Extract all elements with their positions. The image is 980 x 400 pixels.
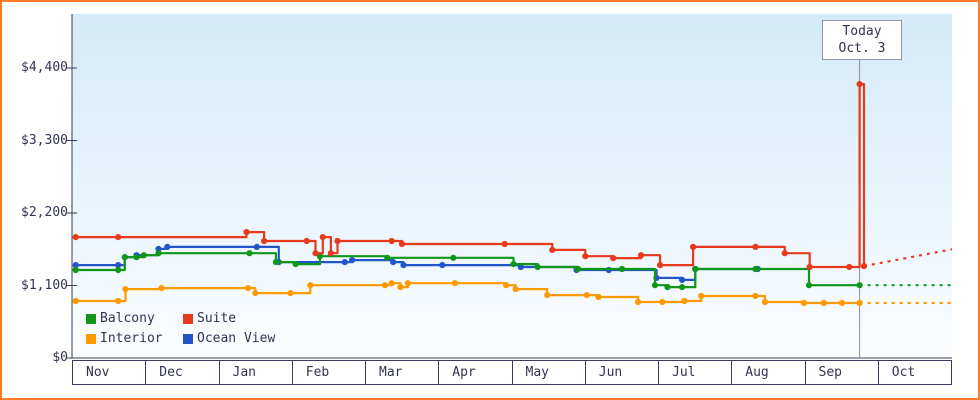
y-axis-label-0: $0 bbox=[52, 350, 68, 365]
month-cell-sep: Sep bbox=[804, 361, 878, 384]
today-annotation-line2: Oct. 3 bbox=[838, 41, 886, 56]
month-cell-jan: Jan bbox=[218, 361, 292, 384]
month-cell-nov: Nov bbox=[86, 365, 110, 380]
legend-label-balcony: Balcony bbox=[100, 311, 155, 326]
month-cell-apr: Apr bbox=[438, 361, 511, 384]
interior-swatch-icon bbox=[86, 333, 96, 344]
legend-label-suite: Suite bbox=[197, 311, 237, 326]
plot-background bbox=[72, 14, 952, 358]
y-axis-label-2200: $2,200 bbox=[21, 205, 68, 220]
y-axis-label-3300: $3,300 bbox=[21, 132, 68, 148]
series-line-interior bbox=[75, 282, 860, 305]
balcony-swatch-icon bbox=[86, 313, 96, 324]
legend-item-suite: Suite bbox=[183, 311, 275, 326]
today-annotation-line1: Today bbox=[842, 24, 882, 39]
series-forecast-suite bbox=[863, 248, 953, 268]
ocean-view-swatch-icon bbox=[183, 333, 193, 344]
legend-item-interior: Interior bbox=[86, 331, 183, 346]
month-cell-may: May bbox=[511, 361, 585, 384]
month-cell-feb: Feb bbox=[291, 361, 365, 384]
chart-legend: Balcony Suite Interior Ocean View bbox=[86, 311, 275, 346]
y-axis-label-4400: $4,400 bbox=[21, 60, 68, 75]
month-cell-mar: Mar bbox=[365, 361, 438, 384]
y-axis-label-1100: $1,100 bbox=[21, 277, 68, 293]
month-cell-oct: Oct bbox=[877, 361, 951, 384]
month-cell-aug: Aug bbox=[731, 361, 804, 384]
month-cell-jun: Jun bbox=[584, 361, 658, 384]
suite-swatch-icon bbox=[183, 313, 193, 324]
legend-label-interior: Interior bbox=[100, 331, 163, 346]
legend-item-balcony: Balcony bbox=[86, 311, 183, 326]
month-cell-dec: Dec bbox=[145, 361, 218, 384]
today-annotation: Today Oct. 3 bbox=[822, 20, 902, 60]
legend-item-ocean-view: Ocean View bbox=[183, 331, 275, 346]
legend-label-ocean-view: Ocean View bbox=[197, 331, 276, 346]
x-axis-month-band: Nov Dec Jan Feb Mar Apr May Jun Jul Aug … bbox=[72, 360, 952, 385]
month-cell-jul: Jul bbox=[658, 361, 731, 384]
